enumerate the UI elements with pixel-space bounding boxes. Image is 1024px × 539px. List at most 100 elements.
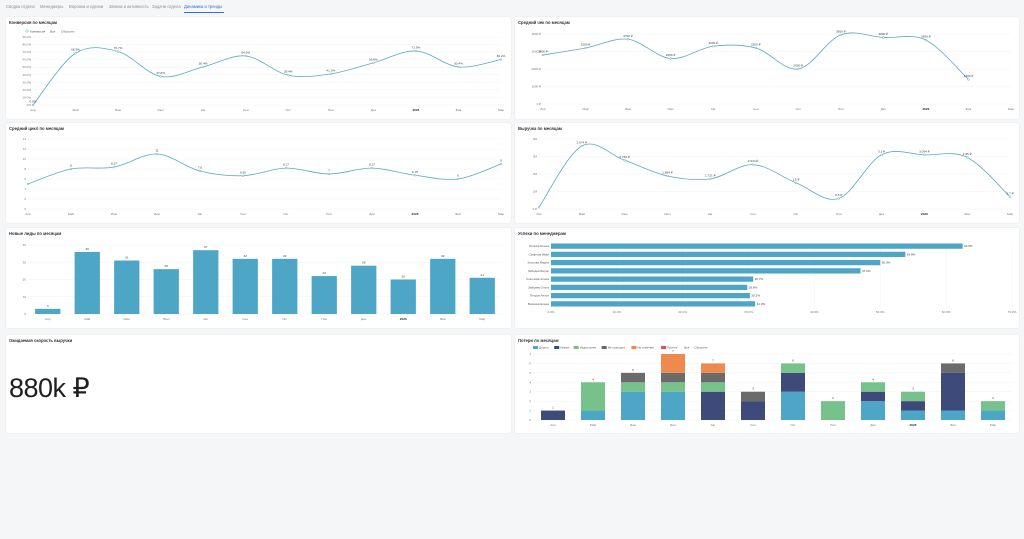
y-tick-label: 0% [27, 103, 32, 107]
stack-segment [621, 372, 645, 383]
legend-swatch [25, 29, 29, 33]
x-tick-label: Авг [711, 423, 717, 427]
data-label: 1400 ₽ [964, 74, 974, 78]
tab-calls-activity[interactable]: Звонки и активность [109, 4, 149, 9]
stack-segment [821, 401, 845, 420]
tab-dynamics-trends[interactable]: Динамика и тренды [184, 4, 223, 9]
stack-segment [861, 391, 885, 402]
x-tick-label: Июн [630, 423, 637, 427]
x-tick-label: Ноя [836, 212, 842, 216]
data-label: 11 [155, 149, 158, 153]
avg-check-chart: 0 ₽ 1000 ₽ 2000 ₽ 3000 ₽ 4000 ₽ Апр Май Июн Июл А… [532, 29, 1015, 111]
data-label: 70.7% [114, 46, 123, 50]
losses-chart: 0 1 2 3 4 5 6 7 Апр Май Июн Июл Авг Сен Окт Ноя Дек 2026 Ф… [529, 346, 1013, 427]
data-label: 6.75 [412, 170, 418, 174]
data-label: 37 [204, 245, 208, 249]
x-tick-label: Сен [242, 317, 248, 321]
y-tick-label: 2 [529, 399, 531, 403]
series-line [538, 143, 1011, 208]
y-tick-label: 0 [24, 312, 26, 316]
data-label: 1.884 ₽ [662, 171, 673, 175]
card-title: Выручка по месяцам [518, 126, 562, 131]
data-point [499, 58, 503, 61]
x-tick-label: 0.0% [547, 310, 554, 314]
data-label: 3.094 ₽ [919, 149, 930, 153]
stack-segment [661, 354, 685, 373]
data-point [284, 167, 288, 170]
data-label: 7 [328, 169, 330, 173]
data-label: 30.2% [751, 294, 760, 298]
card-title: Конверсия по месяцам [9, 20, 58, 25]
managers-card: Успехи по менеджерам 0.0% 10.0% 20.0% 30.0%… [515, 228, 1019, 328]
bar [551, 292, 750, 299]
tab-funnel-deals[interactable]: Воронка и сделки [69, 4, 104, 9]
x-tick-label: Июл [157, 108, 163, 112]
y-tick-label: 4 [529, 380, 531, 384]
bar [311, 276, 337, 314]
losses-card: Потери по месяцам 0 1 2 3 4 5 6 7 Апр Май Июн Июл Ав… [515, 335, 1019, 433]
x-tick-label: Май [84, 317, 90, 321]
data-point [116, 50, 120, 53]
x-tick-label: Дек [870, 423, 876, 427]
data-label: 26 [165, 264, 169, 268]
x-tick-label: 2026 [921, 212, 928, 216]
data-point [499, 162, 503, 166]
tab-department-summary[interactable]: Сводка отдела [6, 4, 35, 9]
x-tick-label: 30.0% [744, 310, 753, 314]
data-label: 6.65 [240, 170, 246, 174]
x-tick-label: Мар [1007, 212, 1013, 216]
legend-item: Не отвечает [637, 346, 655, 350]
y-tick-label: 14 [23, 137, 27, 141]
data-label: 64.9% [241, 50, 250, 54]
conversion-card: Конверсия по месяцам 0% 10.0% 20.0% 30.0% 40… [6, 17, 511, 119]
y-tick-label: 0 [529, 418, 531, 422]
legend-swatch [554, 346, 560, 349]
active-tab-indicator [184, 11, 224, 13]
y-tick-label: 8 [24, 167, 26, 171]
data-point [198, 169, 202, 173]
bar [74, 251, 100, 314]
stack-segment [581, 410, 605, 420]
y-tick-label: 10 [23, 157, 27, 161]
total-label: 4 [872, 377, 874, 381]
x-tick-label: 10.0% [612, 310, 621, 314]
bar [551, 284, 748, 291]
data-point [329, 72, 332, 75]
data-point [623, 159, 626, 162]
data-label: 50.0% [882, 261, 891, 265]
y-tick-label: 3 [529, 390, 531, 394]
legend-item: Конверсия [30, 29, 46, 33]
data-label: 7.6 [198, 166, 203, 170]
card-title: Ожидаемая скорость выручки [9, 338, 73, 343]
tab-managers[interactable]: Менеджеры [40, 4, 64, 9]
data-point [882, 36, 885, 39]
data-point [31, 103, 35, 107]
data-point [794, 181, 798, 184]
data-label: 0.6 ₽ [835, 193, 842, 197]
x-tick-label: Апр [30, 108, 36, 112]
x-tick-label: Апр [45, 317, 51, 321]
legend-all-button: Всё [50, 29, 56, 33]
bar [469, 277, 495, 314]
data-label: 8 [70, 164, 72, 168]
y-tick-label: 2000 ₽ [532, 67, 542, 71]
data-label: 2.784 ₽ [619, 155, 630, 159]
data-point [584, 46, 587, 50]
data-label: 36 [86, 247, 90, 251]
data-point [372, 61, 375, 64]
y-tick-label: 0 [24, 207, 26, 211]
revenue-card: Выручка по месяцам 0 ₽ 1M 2M 3M 4M Апр Май Июн И… [515, 123, 1019, 223]
data-label: 0.0% [29, 100, 36, 104]
data-point [669, 57, 672, 60]
x-tick-label: Ноя [838, 107, 844, 111]
data-label: 3.674 ₽ [577, 141, 588, 145]
stack-segment [941, 410, 965, 420]
x-tick-label: Май [73, 108, 79, 112]
x-tick-label: Фев [964, 212, 970, 216]
x-tick-label: Фев [966, 107, 972, 111]
legend-swatch [533, 346, 538, 349]
data-label: 3 [47, 304, 49, 308]
tab-department-tasks[interactable]: Задачи отдела [152, 4, 181, 9]
y-tick-label: 2M [533, 172, 538, 176]
